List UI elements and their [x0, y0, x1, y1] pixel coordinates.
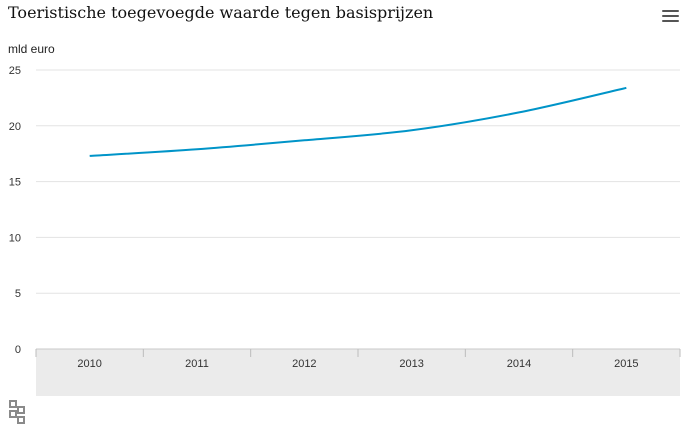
x-tick-label: 2013 [399, 358, 423, 370]
x-tick-label: 2011 [185, 358, 209, 370]
series-line[interactable] [89, 86, 627, 157]
data-point[interactable] [622, 84, 630, 92]
data-point[interactable] [193, 145, 201, 153]
x-tick-label: 2014 [507, 358, 531, 370]
cbs-logo-icon [9, 400, 25, 424]
y-tick-label: 15 [9, 177, 21, 189]
hamburger-menu-icon[interactable] [662, 10, 679, 24]
data-point[interactable] [408, 126, 416, 134]
chart-title: Toeristische toegevoegde waarde tegen ba… [8, 3, 434, 22]
x-tick-label: 2015 [614, 358, 638, 370]
data-point[interactable] [515, 108, 523, 116]
x-tick-label: 2010 [77, 358, 101, 370]
y-axis-label: mld euro [8, 42, 55, 56]
data-point[interactable] [300, 136, 308, 144]
y-tick-label: 0 [15, 344, 21, 356]
data-point[interactable] [86, 152, 94, 160]
y-tick-label: 20 [9, 121, 21, 133]
y-tick-label: 5 [15, 288, 21, 300]
x-tick-label: 2012 [292, 358, 316, 370]
y-tick-label: 25 [9, 65, 21, 77]
y-tick-label: 10 [9, 232, 21, 244]
